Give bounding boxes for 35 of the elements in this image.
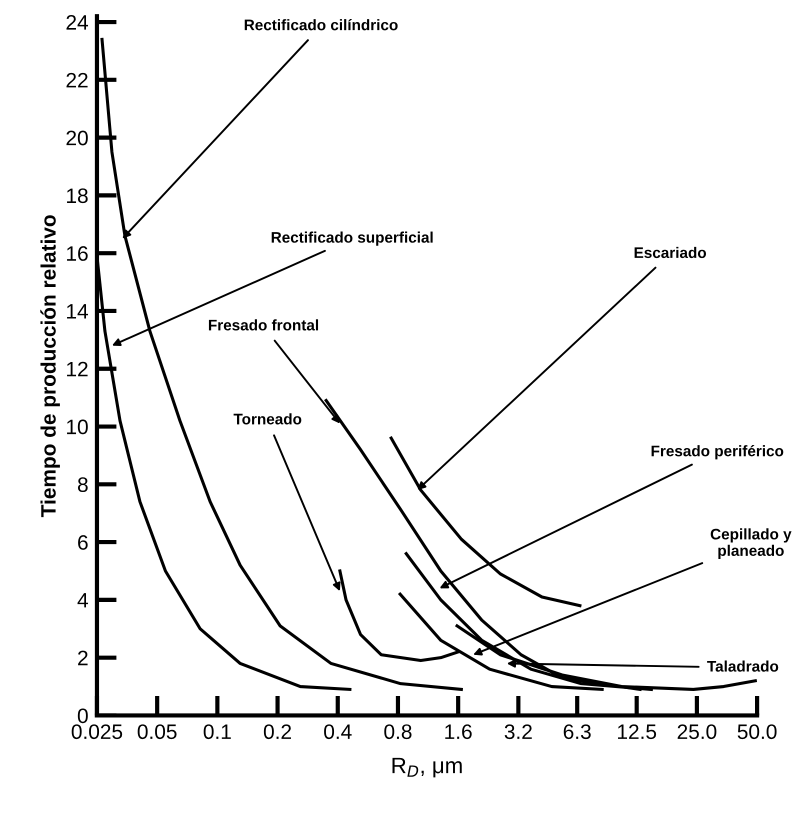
y-tick-label: 22 bbox=[66, 72, 88, 88]
y-tick-label: 18 bbox=[67, 188, 88, 204]
annotation: Torneado bbox=[234, 413, 302, 424]
y-tick-label: 8 bbox=[78, 477, 88, 492]
y-tick-label: 12 bbox=[67, 362, 88, 376]
x-tick-label: 6.3 bbox=[564, 724, 591, 740]
x-tick-label: 0.4 bbox=[324, 724, 352, 740]
x-tick-label: 0.8 bbox=[384, 724, 412, 740]
y-tick-label: 6 bbox=[78, 535, 88, 550]
y-tick-label: 16 bbox=[67, 246, 88, 261]
y-axis-title: Tiempo de producción relativo bbox=[40, 215, 60, 518]
y-tick-label: 10 bbox=[67, 420, 88, 434]
x-tick-label: 12.5 bbox=[618, 724, 656, 740]
x-tick-label: 50.0 bbox=[738, 724, 777, 740]
x-tick-label: 3.2 bbox=[504, 724, 532, 740]
y-tick-label: 2 bbox=[78, 650, 88, 666]
x-tick-label: 0.1 bbox=[204, 724, 231, 740]
y-tick-label: 20 bbox=[66, 130, 88, 146]
x-tick-label: 0.05 bbox=[138, 724, 177, 740]
annotation: Fresado frontal bbox=[208, 319, 318, 331]
annotation: Taladrado bbox=[707, 660, 778, 672]
x-tick-label: 1.6 bbox=[445, 724, 472, 740]
x-tick-label: 25.0 bbox=[678, 724, 716, 740]
y-tick-label: 14 bbox=[67, 304, 88, 319]
annotation: Fresado periférico bbox=[652, 445, 784, 460]
x-axis-title: R$_{D}$, μm bbox=[392, 758, 462, 778]
y-tick-label: 24 bbox=[66, 15, 88, 30]
x-tick-label: 0.2 bbox=[264, 724, 291, 740]
annotation: Rectificado superficial bbox=[272, 232, 433, 246]
y-tick-label: 4 bbox=[78, 593, 88, 608]
annotation: Escariado bbox=[634, 246, 706, 258]
x-tick-label: 0.025 bbox=[72, 724, 122, 740]
y-tick-label: 0 bbox=[78, 708, 88, 724]
annotation: Cepillado y planeado bbox=[710, 528, 792, 560]
annotation: Rectificado cilíndrico bbox=[244, 18, 398, 30]
